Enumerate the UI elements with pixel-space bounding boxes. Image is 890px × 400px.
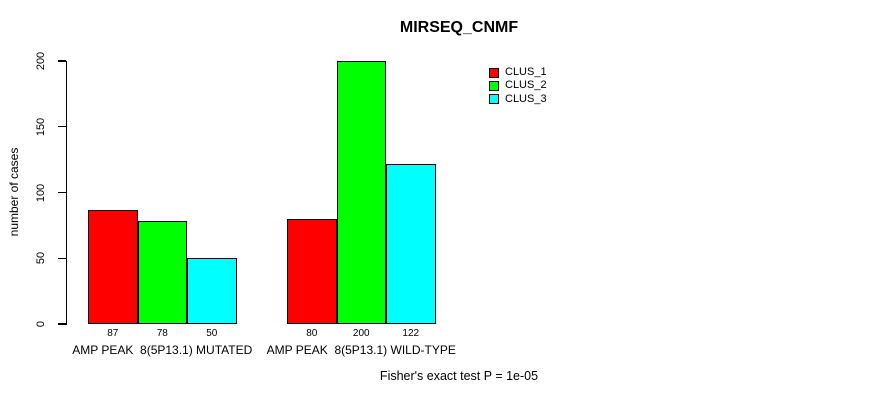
category-label: AMP PEAK 8(5P13.1) MUTATED: [72, 343, 253, 357]
legend-label: CLUS_1: [505, 66, 547, 78]
bar-clus_2-group1: [137, 221, 187, 324]
bar-value-label: 122: [402, 328, 420, 339]
y-axis-tick-label: 0: [35, 320, 47, 328]
y-axis-line: [66, 61, 68, 325]
bar-value-label: 50: [206, 328, 218, 339]
bar-value-label: 200: [352, 328, 370, 339]
y-axis-tick-label: 50: [35, 252, 47, 265]
bar-clus_1-group2: [287, 218, 337, 324]
bar-value-label: 78: [156, 328, 168, 339]
y-axis-title: number of cases: [7, 147, 21, 237]
legend-label: CLUS_3: [505, 92, 547, 105]
legend-swatch-clus_2: [489, 80, 499, 91]
legend-swatch-clus_3: [489, 94, 499, 105]
y-axis-tick-label: 200: [35, 51, 47, 71]
bar-clus_3-group2: [386, 163, 436, 324]
bar-clus_3-group1: [187, 258, 237, 324]
y-axis-tick-label: 150: [35, 117, 47, 136]
bar-clus_2-group2: [336, 61, 386, 324]
legend-swatch-clus_1: [489, 67, 499, 78]
y-axis-tick: [58, 60, 66, 62]
y-axis-tick: [58, 191, 66, 194]
y-axis-tick: [58, 323, 66, 325]
y-axis-tick: [58, 257, 66, 259]
legend-label: CLUS_2: [505, 79, 547, 92]
fishers-test-caption: Fisher's exact test P = 1e-05: [379, 369, 539, 383]
y-axis-tick: [58, 126, 66, 128]
category-label: AMP PEAK 8(5P13.1) WILD-TYPE: [266, 343, 456, 357]
bar-clus_1-group1: [88, 209, 138, 324]
chart-title: MIRSEQ_CNMF: [399, 19, 519, 36]
bar-value-label: 80: [306, 328, 318, 339]
bar-value-label: 87: [107, 328, 119, 339]
y-axis-tick-label: 100: [35, 183, 47, 202]
